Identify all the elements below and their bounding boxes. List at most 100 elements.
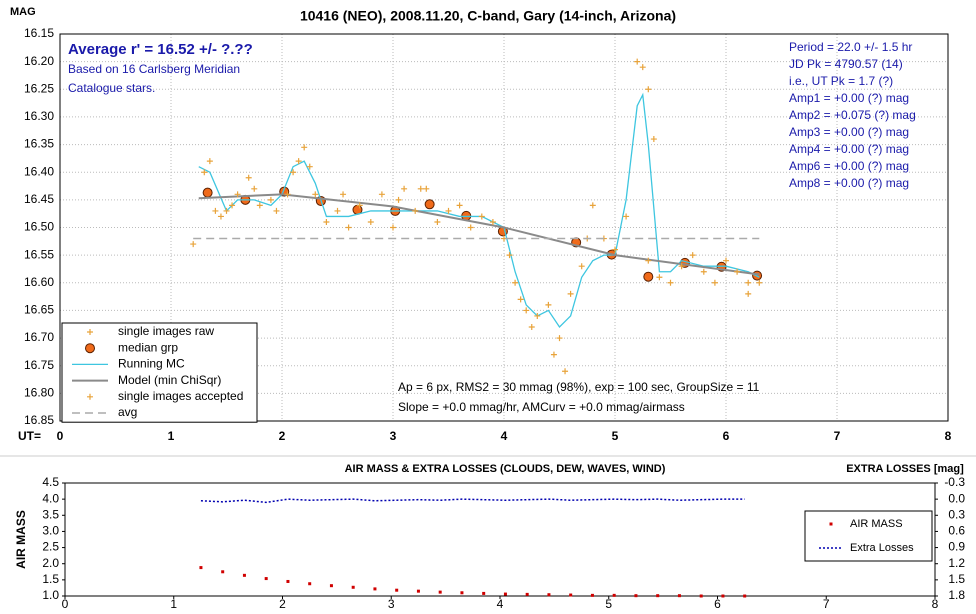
dot-marker [221,570,225,574]
plus-marker [345,224,352,231]
plus-marker [700,268,707,275]
dot-marker [286,579,290,583]
plus-marker [312,191,319,198]
plus-marker [556,335,563,342]
dot-marker [612,593,616,597]
plus-marker [223,207,230,214]
y-tick-label: 16.25 [24,81,54,95]
plus-marker [678,263,685,270]
annotation: Amp1 = +0.00 (?) mag [789,91,909,105]
plus-marker [478,213,485,220]
plus-marker [645,86,652,93]
legend-label: single images raw [118,324,214,338]
legend-label: Extra Losses [850,542,914,554]
plus-marker [623,213,630,220]
circle-marker [643,271,654,282]
plus-marker [545,301,552,308]
plus-marker [528,324,535,331]
plus-marker [550,351,557,358]
y-tick-label: 16.60 [24,275,54,289]
y2-tick-label: 0.0 [948,491,965,505]
annotation: Amp8 = +0.00 (?) mag [789,176,909,190]
y-tick-label: 4.5 [42,475,59,489]
legend-label: avg [118,405,137,419]
plus-marker [206,158,213,165]
x-tick-label: 4 [497,597,504,611]
y-tick-label: 3.0 [42,524,59,538]
dot-marker [677,594,681,598]
annotation: Average r' = 16.52 +/- ?.?? [68,41,253,58]
plus-marker [251,185,258,192]
plus-marker [217,213,224,220]
dot-marker [699,594,703,598]
plus-marker [512,279,519,286]
dot-marker [482,591,486,595]
y2-tick-label: 0.6 [948,524,965,538]
y2-tick-label: 0.9 [948,540,965,554]
y2-tick-label: 1.2 [948,556,965,570]
plus-marker [734,268,741,275]
plus-marker [367,218,374,225]
plus-marker [284,191,291,198]
plus-marker [340,191,347,198]
x-tick-label: 7 [823,597,830,611]
legend-label: Running MC [118,357,185,371]
dot-marker [308,582,312,586]
plus-marker [711,279,718,286]
dot-marker [634,594,638,598]
plus-marker [190,241,197,248]
plus-marker [417,185,424,192]
y-tick-label: 16.75 [24,358,54,372]
plus-marker [634,58,641,65]
dot-marker [829,522,833,526]
annotation: Based on 16 Carlsberg Meridian [68,62,240,76]
plus-marker [229,202,236,209]
plus-marker [412,207,419,214]
plus-marker [650,136,657,143]
chart-title: 10416 (NEO), 2008.11.20, C-band, Gary (1… [300,8,676,24]
circle-marker [424,199,435,210]
plus-marker [323,218,330,225]
dot-marker [656,594,660,598]
x-tick-label: 6 [714,597,721,611]
plus-marker [567,290,574,297]
y-tick-label: 3.5 [42,507,59,521]
dot-marker [416,589,420,593]
plus-marker [506,252,513,259]
y-tick-label: 16.55 [24,247,54,261]
y-tick-label: 2.0 [42,556,59,570]
y-tick-label: 16.40 [24,164,54,178]
plus-marker [212,207,219,214]
dot-marker [590,593,594,597]
plus-marker [723,257,729,264]
x-tick-label: 7 [834,429,841,443]
series-line [200,498,745,504]
y-tick-label: 16.30 [24,109,54,123]
dot-marker [438,590,442,594]
legend-box [804,510,933,562]
x-tick-label: 0 [57,429,64,443]
plus-marker [201,169,208,176]
y-tick-label: 1.5 [42,572,59,586]
annotation: i.e., UT Pk = 1.7 (?) [789,74,893,88]
plus-marker [745,290,752,297]
plus-marker [87,329,93,335]
annotation: Catalogue stars. [68,81,155,95]
y-tick-label: 16.20 [24,54,54,68]
x-tick-label: 1 [170,597,177,611]
plus-marker [434,218,441,225]
plus-marker [745,279,752,286]
y-tick-label: 16.15 [24,26,54,40]
plus-marker [295,158,302,165]
plus-marker [534,312,541,319]
plus-marker [667,279,674,286]
plus-marker [256,202,263,209]
plus-marker [306,163,313,170]
dot-marker [743,594,747,598]
x-tick-label: 8 [932,597,939,611]
legend-label: median grp [118,340,178,354]
dot-marker [503,592,507,596]
y-tick-label: 2.5 [42,540,59,554]
y2-tick-label: 1.5 [948,572,965,586]
plus-marker [689,252,696,259]
